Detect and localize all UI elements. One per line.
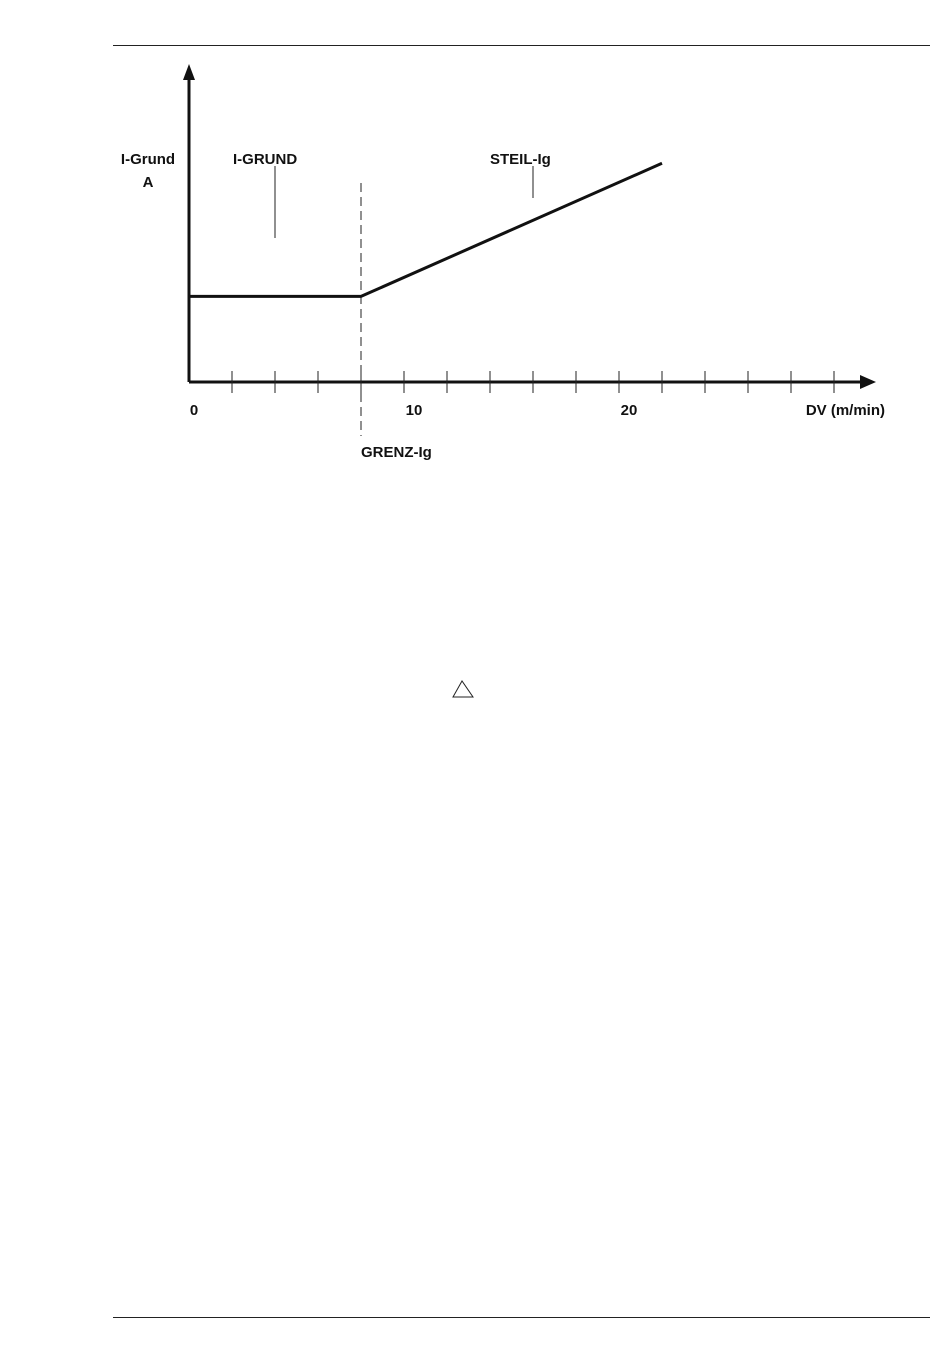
triangle-outline-icon	[452, 680, 474, 698]
axes	[183, 64, 876, 389]
series-line	[189, 161, 663, 298]
x-ticks	[231, 371, 835, 393]
label-grenz-ig: GRENZ-Ig	[361, 444, 432, 461]
x-axis-arrow-icon	[860, 375, 876, 389]
x-tick-label-10: 10	[406, 402, 423, 419]
x-axis-label: DV (m/min)	[806, 402, 885, 419]
x-tick-label-0: 0	[190, 402, 198, 419]
label-i-grund: I-GRUND	[233, 151, 297, 168]
footer-rule	[113, 1317, 930, 1318]
series	[189, 161, 663, 436]
y-axis-arrow-icon	[183, 64, 195, 80]
label-steil-ig: STEIL-Ig	[490, 151, 551, 168]
y-axis-label-line1: I-Grund	[121, 151, 175, 168]
y-axis-label-line2: A	[143, 174, 154, 191]
header-rule	[113, 45, 930, 46]
x-tick-label-20: 20	[621, 402, 638, 419]
